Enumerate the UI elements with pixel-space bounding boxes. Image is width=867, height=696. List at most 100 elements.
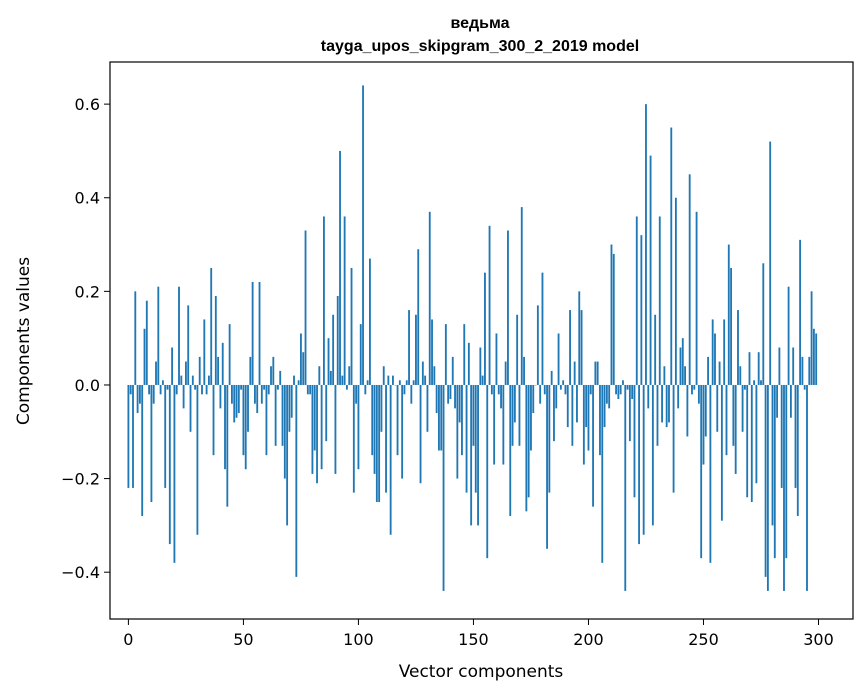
bar — [764, 384, 767, 577]
bar — [217, 356, 220, 385]
x-axis-label: Vector components — [399, 662, 564, 682]
x-tick-label: 300 — [803, 630, 834, 649]
bar — [182, 384, 185, 409]
bar — [580, 310, 583, 385]
bar — [750, 384, 753, 502]
bar — [573, 361, 576, 385]
bar — [474, 384, 477, 493]
bar — [132, 384, 134, 488]
bar — [267, 384, 270, 395]
bar — [214, 296, 217, 385]
bar — [481, 375, 484, 385]
bar — [649, 155, 652, 385]
bar — [235, 384, 238, 418]
bar — [454, 384, 456, 409]
bar — [421, 361, 424, 385]
bar — [362, 85, 364, 385]
bar — [645, 104, 647, 385]
bar — [661, 384, 663, 423]
bar — [582, 384, 585, 465]
bar — [723, 319, 726, 385]
bar — [433, 366, 436, 385]
bar — [233, 384, 236, 423]
bar — [196, 384, 199, 535]
bar — [697, 384, 700, 404]
bar — [205, 384, 208, 395]
bar — [254, 384, 256, 404]
bar-series — [127, 85, 818, 591]
bar — [148, 384, 151, 395]
bar — [256, 384, 259, 414]
bar — [231, 384, 233, 404]
bar — [700, 384, 703, 559]
bar — [617, 384, 620, 400]
bar — [240, 384, 243, 390]
bar — [748, 352, 751, 385]
bar — [339, 150, 341, 385]
chart-subtitle: tayga_upos_skipgram_300_2_2019 model — [321, 38, 639, 55]
bar — [465, 384, 468, 493]
bar — [585, 384, 588, 428]
bar — [490, 384, 493, 395]
bar — [461, 384, 463, 456]
bar — [127, 384, 130, 488]
bar — [419, 384, 422, 484]
plot-frame — [109, 61, 854, 620]
bar — [787, 286, 790, 385]
bar — [497, 384, 500, 395]
bar — [249, 356, 252, 385]
bar — [631, 384, 634, 400]
bar — [369, 258, 371, 385]
bar — [164, 384, 167, 488]
bar — [596, 361, 599, 385]
bar — [451, 356, 454, 385]
bar — [612, 253, 615, 385]
bar — [601, 384, 604, 563]
bar — [716, 384, 719, 432]
bar — [695, 211, 698, 385]
bar — [486, 384, 489, 559]
bar — [263, 384, 266, 390]
bar — [212, 384, 215, 456]
bar — [594, 361, 597, 385]
bar — [458, 384, 461, 423]
bar — [320, 384, 323, 470]
bar — [730, 267, 732, 385]
bar — [265, 384, 268, 456]
bar — [725, 384, 728, 456]
bar — [727, 244, 730, 385]
bar — [159, 384, 162, 395]
bar — [479, 347, 482, 385]
bar — [677, 384, 680, 409]
bar — [668, 384, 670, 423]
bar — [569, 310, 571, 385]
bar — [548, 384, 551, 493]
bar — [279, 370, 282, 385]
bar — [638, 384, 640, 545]
bar — [237, 384, 240, 414]
bar — [608, 384, 611, 409]
bar — [187, 305, 190, 385]
bar — [513, 384, 516, 423]
bar — [518, 384, 521, 446]
bar — [226, 384, 229, 507]
bar — [803, 384, 806, 390]
bar — [707, 356, 709, 385]
bar — [626, 384, 629, 390]
bar — [525, 384, 528, 512]
bar — [260, 384, 263, 404]
bar — [352, 384, 355, 493]
x-tick-label: 200 — [573, 630, 604, 649]
y-tick-label: −0.4 — [61, 563, 100, 582]
y-tick-label: 0.2 — [75, 282, 100, 301]
bar — [718, 361, 721, 385]
bar — [681, 338, 684, 385]
y-tick-label: 0.4 — [75, 189, 100, 208]
bar — [507, 230, 509, 385]
bar — [651, 384, 654, 526]
bar — [385, 384, 387, 493]
bar — [389, 384, 392, 535]
bar — [488, 225, 491, 385]
bar — [323, 216, 325, 385]
bar — [576, 384, 578, 423]
